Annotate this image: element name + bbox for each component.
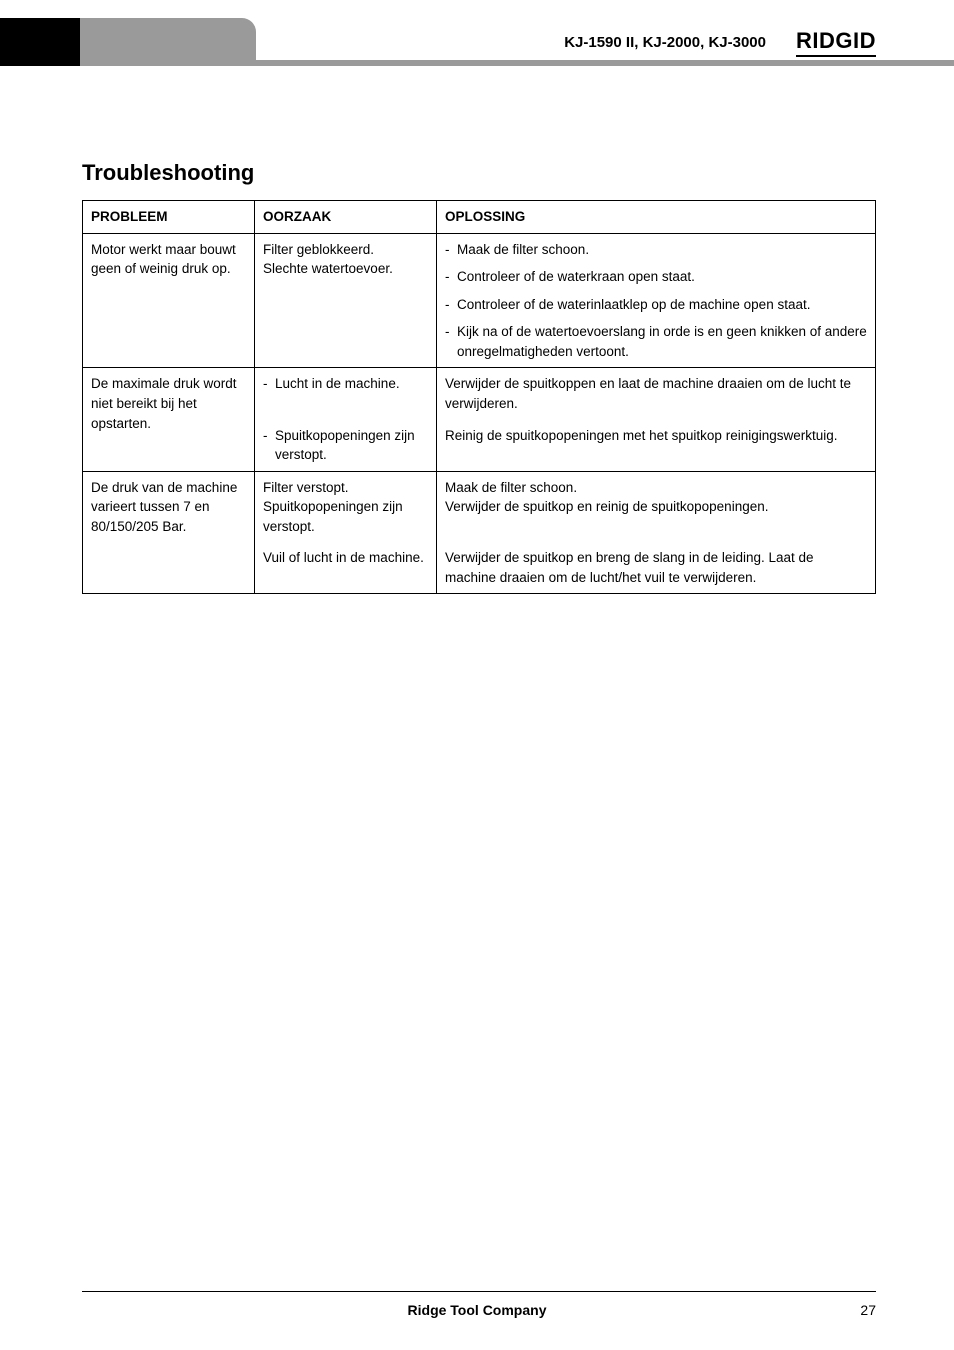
cause-text: Vuil of lucht in de machine. xyxy=(263,550,424,565)
cell-problem: Motor werkt maar bouwt geen of weinig dr… xyxy=(83,233,255,368)
header-black-block xyxy=(0,18,80,66)
cell-problem: De maximale druk wordt niet bereikt bij … xyxy=(83,368,255,471)
brand-logo: RIDGID xyxy=(796,28,876,57)
problem-text: Motor werkt maar bouwt geen of weinig dr… xyxy=(91,242,236,277)
solution-text: Verwijder de spuitkop en breng de slang … xyxy=(445,550,814,585)
solution-text: Reinig de spuitkopopeningen met het spui… xyxy=(445,428,838,443)
table-header-row: PROBLEEM OORZAAK OPLOSSING xyxy=(83,201,876,234)
cell-solution: Maak de filter schoon. Controleer of de … xyxy=(437,233,876,368)
table-row: De druk van de machine varieert tussen 7… xyxy=(83,471,876,542)
table-row: De maximale druk wordt niet bereikt bij … xyxy=(83,368,876,420)
cell-solution: Reinig de spuitkopopeningen met het spui… xyxy=(437,420,876,472)
section-title: Troubleshooting xyxy=(82,160,876,186)
solution-item: Kijk na of de watertoevoerslang in orde … xyxy=(445,322,867,361)
col-header-solution: OPLOSSING xyxy=(437,201,876,234)
cell-solution: Verwijder de spuitkop en breng de slang … xyxy=(437,542,876,594)
troubleshooting-table: PROBLEEM OORZAAK OPLOSSING Motor werkt m… xyxy=(82,200,876,594)
main-content: Troubleshooting PROBLEEM OORZAAK OPLOSSI… xyxy=(82,160,876,594)
cell-cause: Lucht in de machine. xyxy=(255,368,437,420)
problem-text: De druk van de machine varieert tussen 7… xyxy=(91,480,237,534)
solution-text: Verwijder de spuitkoppen en laat de mach… xyxy=(445,376,851,411)
solution-list: Maak de filter schoon. Controleer of de … xyxy=(445,240,867,362)
solution-text: Maak de filter schoon. Verwijder de spui… xyxy=(445,480,768,515)
cell-cause: Vuil of lucht in de machine. xyxy=(255,542,437,594)
table-row: Motor werkt maar bouwt geen of weinig dr… xyxy=(83,233,876,368)
header-models: KJ-1590 II, KJ-2000, KJ-3000 xyxy=(564,34,766,51)
footer-company: Ridge Tool Company xyxy=(0,1302,954,1318)
cause-text: Filter geblokkeerd. Slechte watertoevoer… xyxy=(263,242,393,277)
cause-list: Spuitkopopeningen zijn verstopt. xyxy=(263,426,428,465)
cause-item: Lucht in de machine. xyxy=(263,374,428,394)
solution-item: Controleer of de waterkraan open staat. xyxy=(445,267,867,287)
cause-list: Lucht in de machine. xyxy=(263,374,428,394)
cell-solution: Maak de filter schoon. Verwijder de spui… xyxy=(437,471,876,542)
cell-problem: De druk van de machine varieert tussen 7… xyxy=(83,471,255,594)
footer-page-number: 27 xyxy=(860,1302,876,1318)
footer-rule xyxy=(82,1291,876,1292)
col-header-cause: OORZAAK xyxy=(255,201,437,234)
cell-solution: Verwijder de spuitkoppen en laat de mach… xyxy=(437,368,876,420)
cell-cause: Filter verstopt. Spuitkopopeningen zijn … xyxy=(255,471,437,542)
solution-item: Maak de filter schoon. xyxy=(445,240,867,260)
cell-cause: Spuitkopopeningen zijn verstopt. xyxy=(255,420,437,472)
cell-cause: Filter geblokkeerd. Slechte watertoevoer… xyxy=(255,233,437,368)
cause-text: Filter verstopt. Spuitkopopeningen zijn … xyxy=(263,480,403,534)
problem-text: De maximale druk wordt niet bereikt bij … xyxy=(91,376,237,430)
solution-item: Controleer of de waterinlaatklep op de m… xyxy=(445,295,867,315)
col-header-problem: PROBLEEM xyxy=(83,201,255,234)
header-gray-bar xyxy=(80,60,954,66)
header-gray-tab xyxy=(80,18,256,66)
cause-item: Spuitkopopeningen zijn verstopt. xyxy=(263,426,428,465)
